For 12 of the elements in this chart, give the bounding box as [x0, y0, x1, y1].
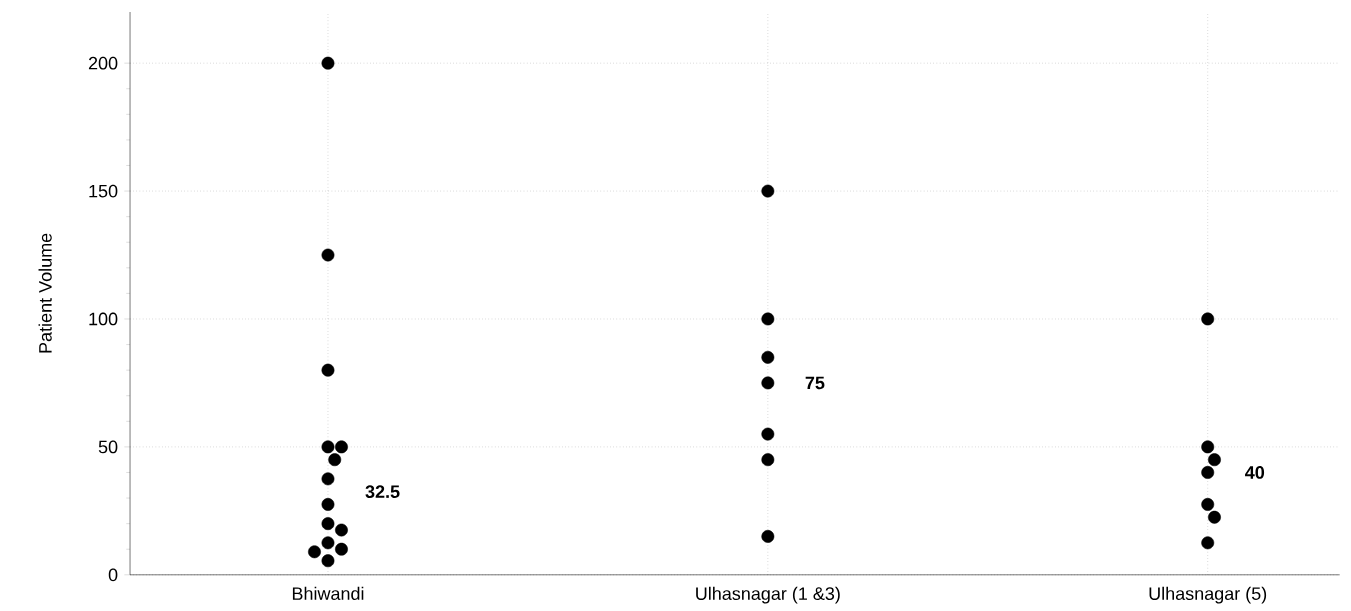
annotation: 32.5: [365, 485, 400, 499]
y-tick-label: 50: [98, 440, 118, 454]
y-tick-label: 0: [108, 568, 118, 582]
x-tick-label: Bhiwandi: [292, 586, 364, 601]
y-tick-label: 200: [88, 56, 118, 70]
y-axis-title: Patient Volume: [38, 233, 52, 353]
x-tick-label: Ulhasnagar (1 &3): [696, 586, 840, 604]
x-tick-label: Ulhasnagar (5): [1149, 586, 1267, 604]
y-tick-label: 150: [89, 184, 118, 198]
annotation: 75: [805, 376, 825, 390]
annotation: 40: [1245, 466, 1265, 479]
y-tick-label: 100: [89, 312, 118, 326]
